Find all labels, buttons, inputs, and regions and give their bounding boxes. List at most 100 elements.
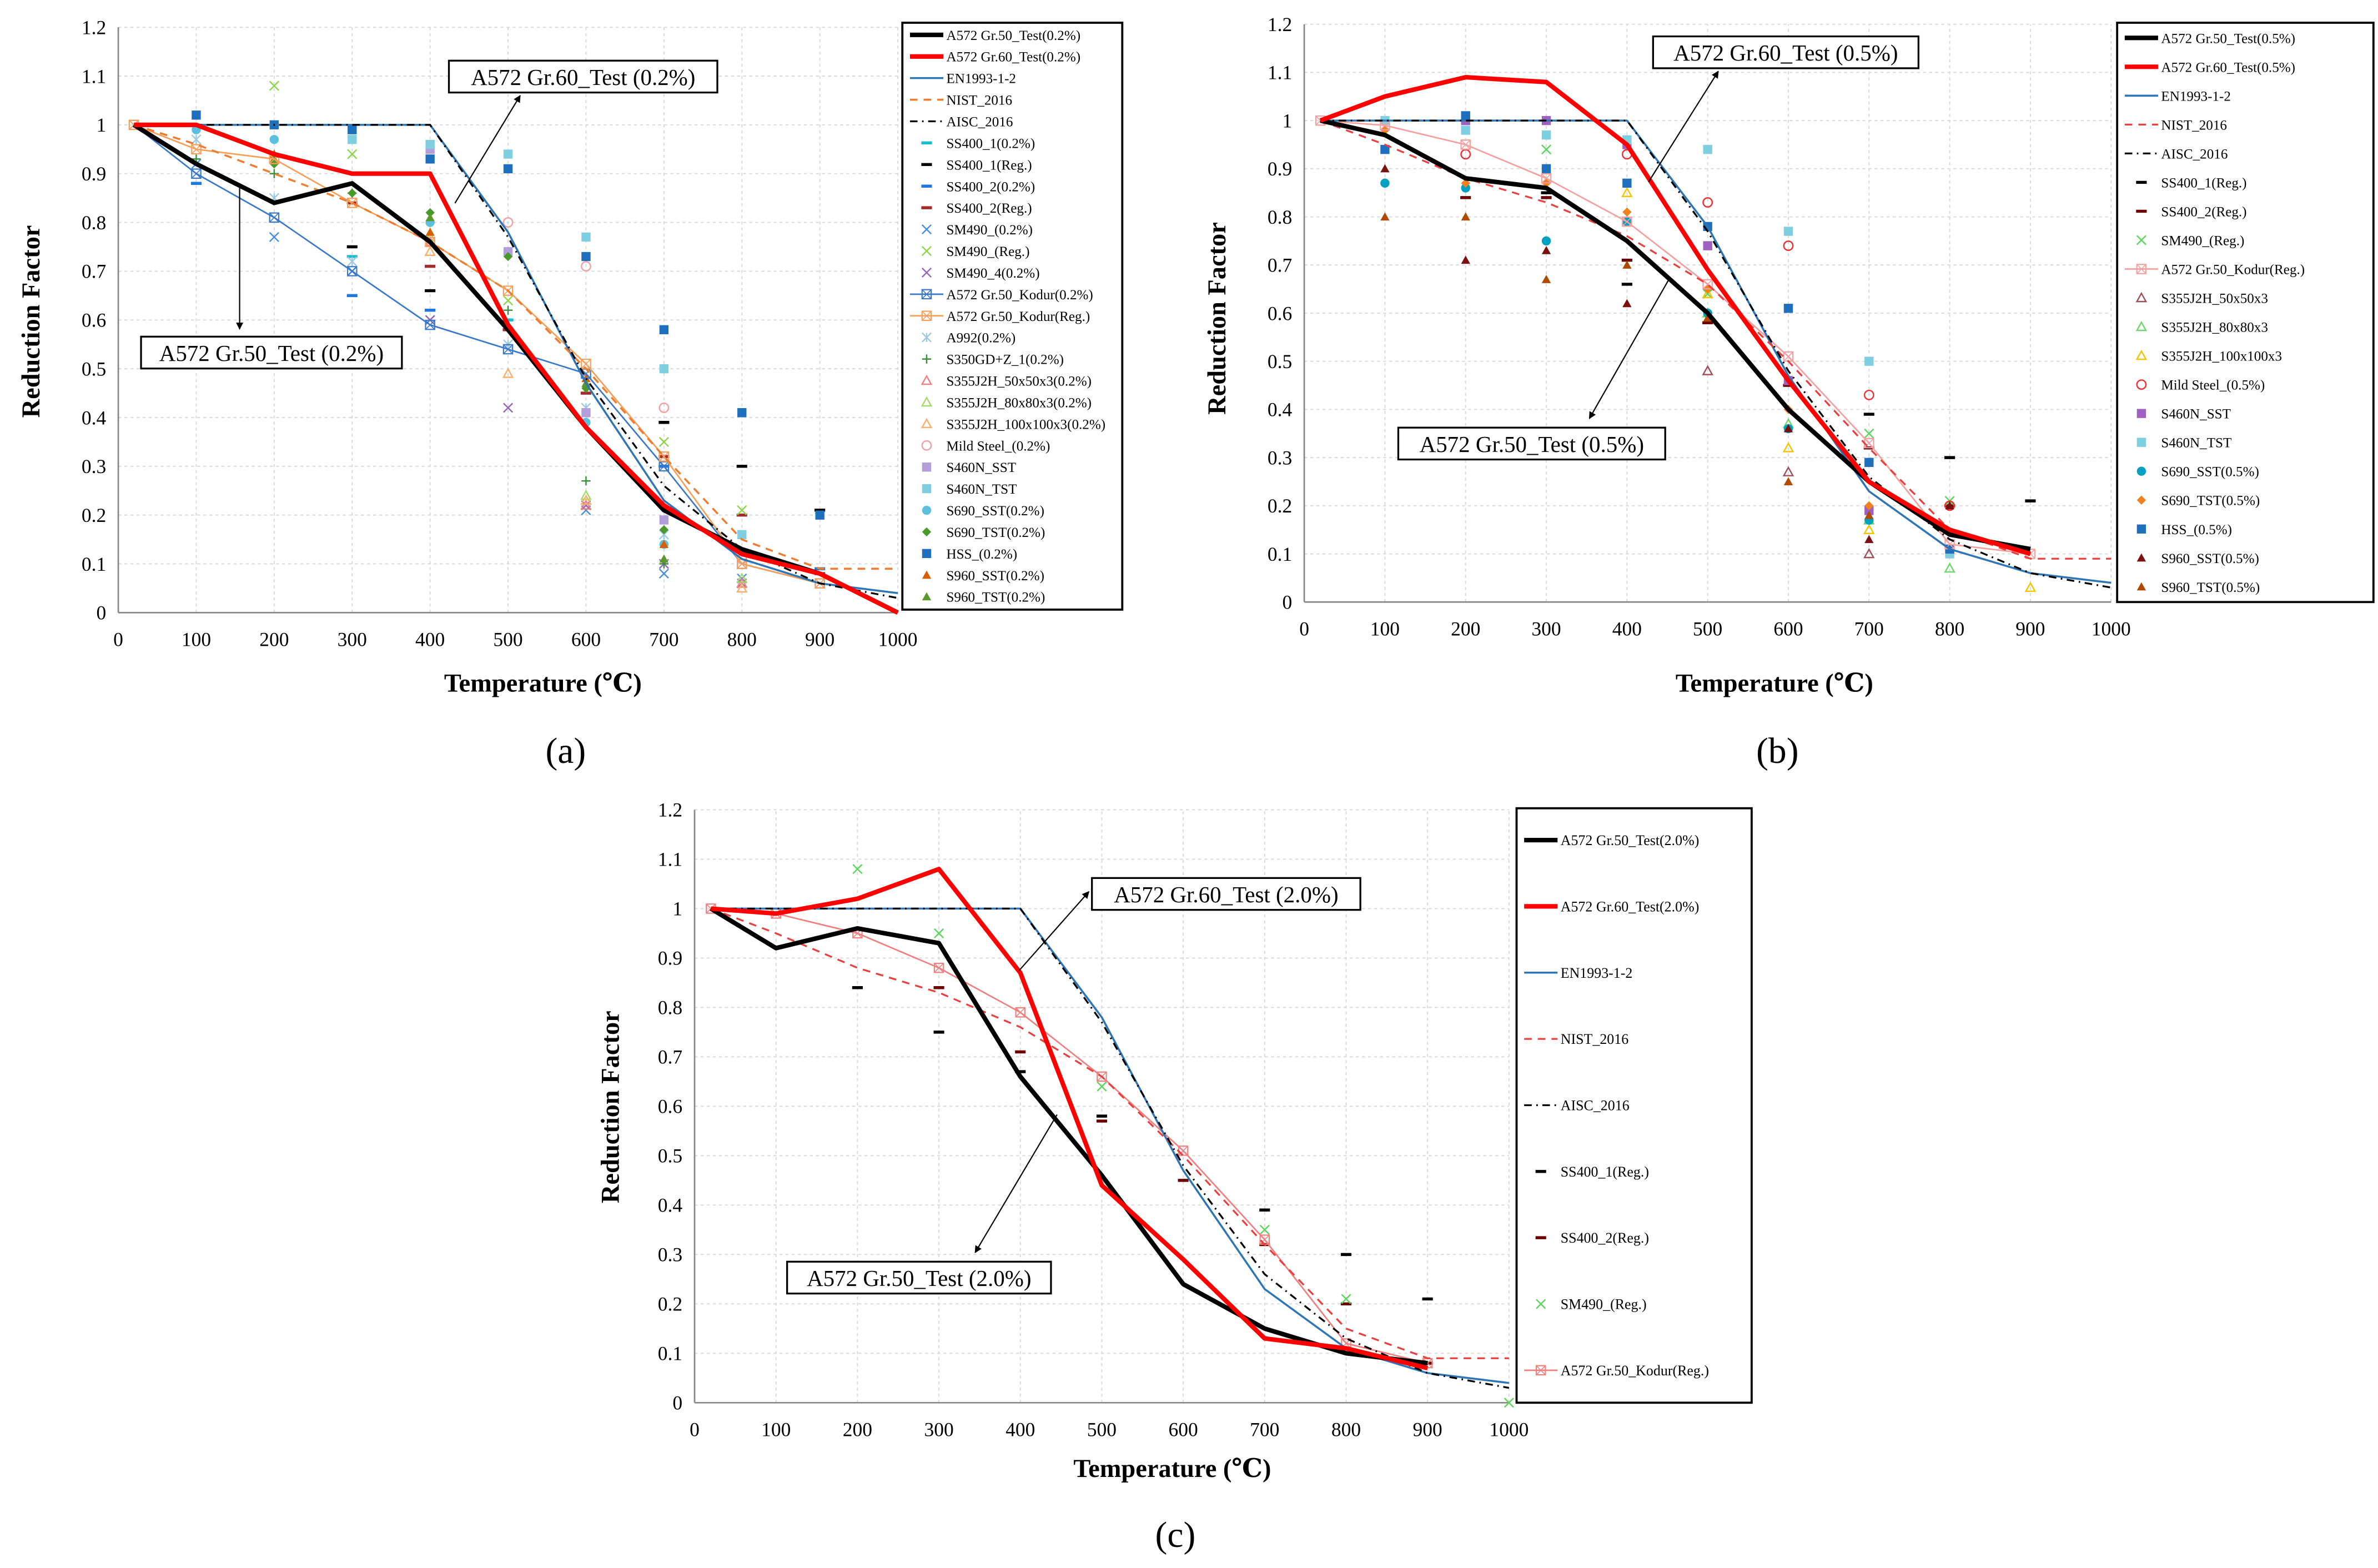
x-tick-label: 0 <box>690 1418 700 1440</box>
data-point <box>1541 130 1551 140</box>
y-tick-label: 0.6 <box>1268 302 1292 324</box>
legend-label: S960_TST(0.5%) <box>2161 580 2260 595</box>
data-point <box>658 436 669 447</box>
x-tick-label: 1000 <box>1489 1418 1529 1440</box>
data-point <box>1461 111 1470 120</box>
data-point <box>1703 313 1712 322</box>
legend-label: S460N_SST <box>946 460 1016 475</box>
y-tick-label: 0.3 <box>658 1244 682 1266</box>
legend-marker <box>921 440 932 451</box>
legend-item: NIST_2016 <box>909 93 1012 108</box>
data-point <box>346 198 358 208</box>
legend-item: EN1993-1-2 <box>909 72 1016 87</box>
legend-marker <box>2136 495 2146 505</box>
series-ss400-1-reg- <box>346 245 826 512</box>
data-point <box>1259 1224 1270 1235</box>
legend-marker <box>922 592 932 601</box>
x-tick-label: 900 <box>1413 1418 1442 1440</box>
legend-label: S350GD+Z_1(0.2%) <box>946 353 1064 368</box>
legend-item: S960_SST(0.2%) <box>922 569 1044 584</box>
legend-item: S690_SST(0.2%) <box>922 504 1044 519</box>
series-line <box>1319 74 2032 556</box>
data-point <box>1863 547 1875 559</box>
data-point <box>1863 524 1875 534</box>
data-point <box>581 252 591 262</box>
legend-label: SS400_1(Reg.) <box>946 158 1032 173</box>
series-line <box>134 122 899 615</box>
x-tick-label: 100 <box>1370 617 1400 640</box>
legend-item: S690_SST(0.5%) <box>2136 465 2259 480</box>
x-tick-label: 500 <box>1087 1418 1117 1440</box>
annotation-gr60: A572 Gr.60_Test (0.2%) <box>448 59 718 204</box>
series-a572-gr-60-test-0-5- <box>1319 74 2032 556</box>
legend-label: A572 Gr.60_Test(2.0%) <box>1561 898 1700 914</box>
series-s355j2h-100x100x3-0-2- <box>424 245 748 593</box>
legend-label: S960_TST(0.2%) <box>946 590 1045 605</box>
x-tick-label: 400 <box>1006 1418 1035 1440</box>
data-point <box>269 212 280 223</box>
chart-panel-a: 0 0.1 0.2 0.3 0.4 0.5 0.6 0.7 0.8 0.9 1 1.1 1.2 0 100 2… <box>17 16 1124 771</box>
legend-item: A572 Gr.60_Test(0.5%) <box>2124 60 2295 75</box>
legend-marker <box>922 549 932 559</box>
y-tick-label: 0.2 <box>1268 495 1292 517</box>
legend-label: SS400_1(Reg.) <box>1561 1164 1649 1180</box>
data-point <box>1541 164 1551 174</box>
legend-label: HSS_(0.2%) <box>946 547 1017 562</box>
legend-item: SS400_2(Reg.) <box>1535 1230 1649 1246</box>
legend-label: NIST_2016 <box>946 93 1012 108</box>
legend-label: HSS_(0.5%) <box>2161 522 2232 537</box>
legend-item: NIST_2016 <box>1524 1031 1628 1047</box>
legend-marker <box>921 267 932 278</box>
series-a572-gr-60-test-0-2- <box>134 122 899 615</box>
data-point <box>1541 275 1551 283</box>
legend-item: Mild Steel_(0.5%) <box>2136 378 2265 393</box>
data-point <box>1461 183 1470 193</box>
data-point <box>1864 438 1874 449</box>
legend-label: EN1993-1-2 <box>1561 965 1633 981</box>
legend-marker <box>2136 235 2146 245</box>
x-tick-label: 0 <box>1299 617 1309 640</box>
annotation-gr50: A572 Gr.50_Test (2.0%) <box>786 1114 1058 1295</box>
legend-item: HSS_(0.2%) <box>922 547 1017 562</box>
series-ss400-1-reg- <box>852 986 1433 1301</box>
svg-text:A572 Gr.60_Test (2.0%): A572 Gr.60_Test (2.0%) <box>1114 882 1338 907</box>
data-point <box>1541 246 1551 254</box>
legend-label: S355J2H_50x50x3(0.2%) <box>946 374 1092 389</box>
series-mild-steel-0-2- <box>502 217 747 565</box>
data-point <box>1864 356 1874 366</box>
legend-label: S960_SST(0.2%) <box>946 569 1044 584</box>
series-en1993-1-2 <box>711 907 1510 1384</box>
data-point <box>425 319 435 330</box>
series-a572-gr-50-test-2-0- <box>710 906 1428 1366</box>
data-point <box>1945 501 1954 510</box>
data-point <box>737 530 747 540</box>
svg-text:A572 Gr.60_Test (0.2%): A572 Gr.60_Test (0.2%) <box>471 64 695 90</box>
data-point <box>1541 236 1551 246</box>
x-tick-label: 0 <box>113 628 123 650</box>
series-s355j2h-80x80x3 <box>1702 307 1955 573</box>
x-tick-label: 600 <box>1773 617 1803 640</box>
x-tick-label: 800 <box>727 628 757 650</box>
legend-item: A572 Gr.50_Kodur(0.2%) <box>909 288 1093 303</box>
data-point <box>1461 212 1470 221</box>
y-tick-label: 0.7 <box>82 260 106 283</box>
data-point <box>1097 1081 1107 1092</box>
x-tick-label: 900 <box>805 628 834 650</box>
legend-marker <box>2135 292 2148 303</box>
legend-label: A992(0.2%) <box>946 331 1015 346</box>
legend-box <box>2116 22 2375 604</box>
legend-item: A572 Gr.60_Test(0.2%) <box>909 50 1080 65</box>
legend-marker <box>2136 553 2146 562</box>
y-tick-label: 1 <box>1282 109 1292 132</box>
legend-item: EN1993-1-2 <box>2124 89 2231 104</box>
legend-label: AISC_2016 <box>2161 147 2228 162</box>
data-point <box>737 408 747 418</box>
data-point <box>1783 304 1793 313</box>
data-point <box>1015 1007 1026 1018</box>
series-aisc-2016 <box>711 907 1510 1389</box>
legend-item: A992(0.2%) <box>921 331 1015 346</box>
y-tick-label: 1.1 <box>658 848 682 871</box>
data-point <box>580 499 592 510</box>
data-point <box>659 525 669 535</box>
legend-marker <box>2135 349 2148 360</box>
